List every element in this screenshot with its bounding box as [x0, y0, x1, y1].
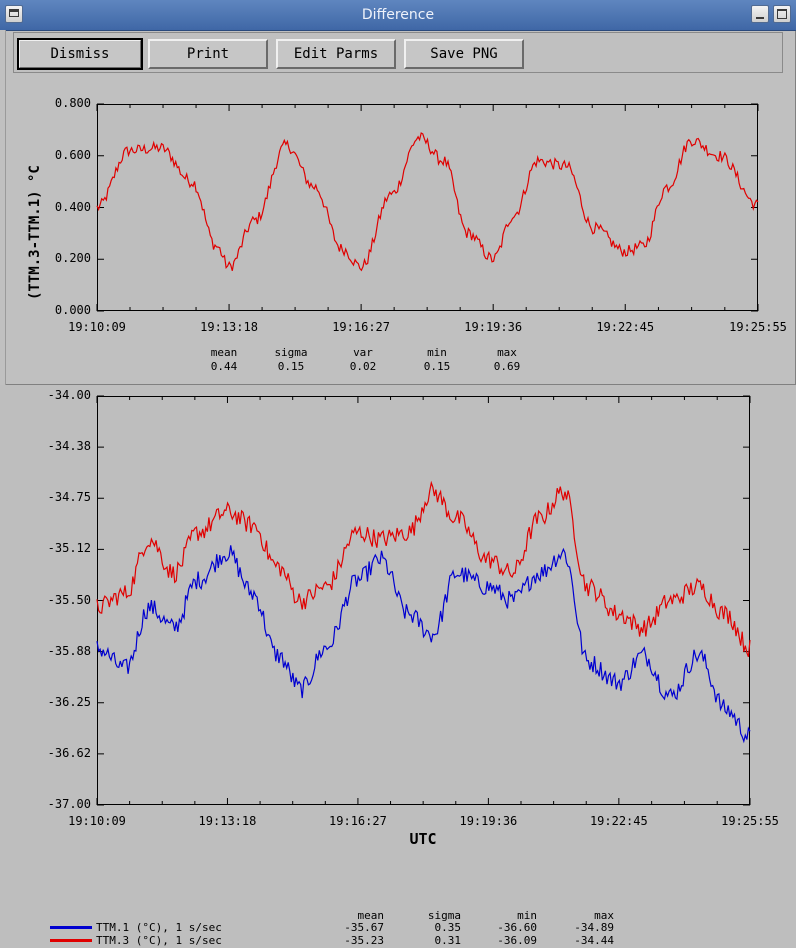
y-tick-label: -37.00 [47, 797, 91, 811]
y-tick-label: -34.38 [47, 439, 91, 454]
maximize-icon [777, 9, 787, 19]
legend-value: -35.67 [344, 921, 384, 934]
minimize-icon [756, 17, 764, 19]
stat-value: 0.44 [210, 360, 238, 373]
legend-header: min [517, 909, 537, 922]
x-tick-label: 19:10:09 [68, 814, 126, 828]
x-axis-label: UTC [409, 830, 437, 848]
x-tick-label: 19:16:27 [329, 814, 387, 828]
legend-label: TTM.1 (°C), 1 s/sec [96, 921, 222, 934]
x-tick-label: 19:22:45 [596, 320, 655, 334]
legend-header: sigma [427, 909, 461, 922]
save-png-button[interactable]: Save PNG [404, 39, 524, 69]
legend-swatch [50, 926, 92, 929]
minimize-button[interactable] [751, 5, 769, 23]
y-tick-label: -34.75 [47, 490, 91, 505]
series-line-1 [96, 480, 751, 658]
x-tick-label: 19:22:45 [589, 814, 648, 828]
stat-header: sigma [274, 346, 308, 359]
x-tick-label: 19:19:36 [459, 814, 518, 828]
stat-value: 0.15 [277, 360, 305, 373]
x-tick-label: 19:10:09 [68, 320, 126, 334]
x-tick-label: 19:19:36 [464, 320, 523, 334]
y-tick-label: 0.600 [54, 147, 91, 162]
stat-value: 0.15 [423, 360, 451, 373]
x-tick-label: 19:25:55 [729, 320, 787, 334]
print-button[interactable]: Print [148, 39, 268, 69]
maximize-button[interactable] [773, 5, 791, 23]
stat-value: 0.02 [349, 360, 377, 373]
y-tick-label: 0.800 [54, 96, 91, 110]
legend-value: 0.35 [434, 921, 462, 934]
legend-value: -36.60 [497, 921, 537, 934]
window-menu-button[interactable] [5, 5, 23, 23]
series-line-0 [96, 132, 759, 272]
y-tick-label: 0.400 [54, 199, 91, 214]
stat-header: min [427, 346, 447, 359]
y-tick-label: -36.25 [47, 694, 91, 709]
legend-value: -34.44 [574, 934, 614, 947]
edit-parms-button[interactable]: Edit Parms [276, 39, 396, 69]
legend-value: -35.23 [344, 934, 384, 947]
x-tick-label: 19:16:27 [332, 320, 390, 334]
y-tick-label: 0.000 [54, 303, 91, 317]
stat-header: max [497, 346, 517, 359]
x-tick-label: 19:13:18 [200, 320, 258, 334]
stat-header: mean [210, 346, 238, 359]
x-tick-label: 19:13:18 [198, 814, 257, 828]
stat-header: var [353, 346, 373, 359]
legend-value: -34.89 [574, 921, 614, 934]
toolbar: Dismiss Print Edit Parms Save PNG [13, 32, 783, 73]
legend-value: -36.09 [497, 934, 537, 947]
window-left-border [0, 30, 6, 385]
y-tick-label: -35.88 [47, 643, 91, 658]
y-tick-label: -35.50 [47, 592, 91, 607]
series-line-0 [96, 545, 751, 744]
legend-value: 0.31 [434, 934, 462, 947]
y-tick-label: -36.62 [47, 745, 91, 760]
window-title: Difference [361, 7, 435, 23]
window-menu-icon [9, 9, 19, 17]
dismiss-button[interactable]: Dismiss [17, 38, 143, 70]
x-tick-label: 19:25:55 [721, 814, 779, 828]
y-tick-label: -34.00 [47, 388, 91, 402]
stat-value: 0.69 [493, 360, 521, 373]
legend-label: TTM.3 (°C), 1 s/sec [96, 934, 222, 947]
legend-swatch [50, 939, 92, 942]
y-tick-label: 0.200 [54, 251, 91, 266]
title-bar[interactable]: Difference [0, 0, 796, 31]
legend-header: mean [357, 909, 385, 922]
temperature-plot-area [97, 396, 750, 805]
legend-header: max [594, 909, 614, 922]
y-tick-label: -35.12 [47, 541, 91, 556]
